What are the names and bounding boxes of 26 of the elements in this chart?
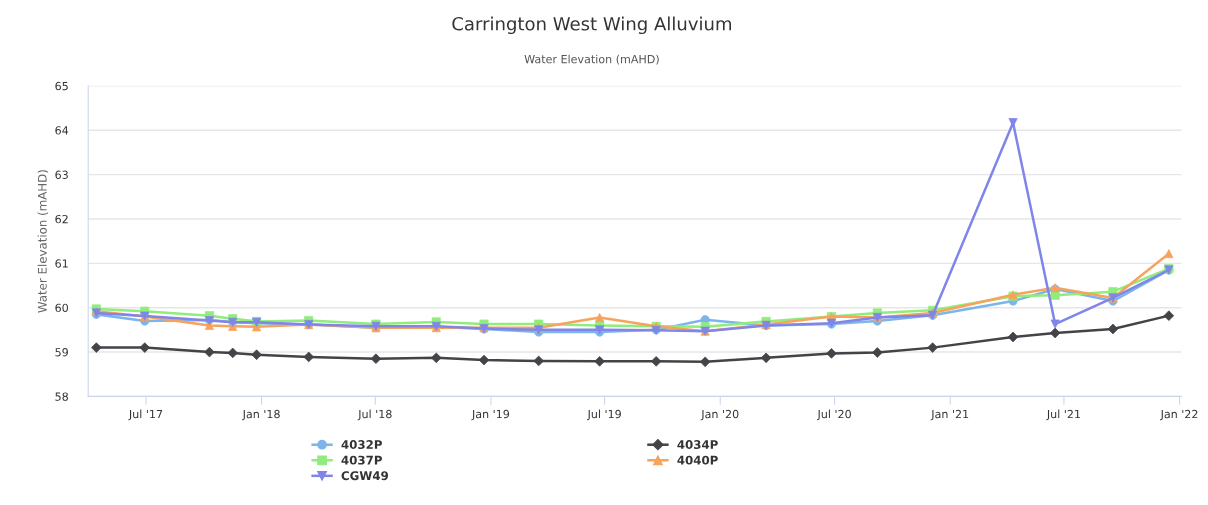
y-tick-label: 61 — [55, 259, 68, 268]
y-tick-label: 62 — [55, 214, 68, 224]
legend-label: 4034P — [677, 440, 718, 450]
x-tick-label: Jul '17 — [128, 409, 163, 421]
y-tick-label: 63 — [55, 170, 68, 179]
y-tick-label: 58 — [55, 392, 68, 401]
x-tick-label: Jan '21 — [930, 409, 969, 421]
legend-label: 4040P — [677, 455, 718, 465]
legend-label: 4037P — [341, 455, 382, 465]
x-tick-label: Jan '22 — [1160, 409, 1198, 421]
x-tick-label: Jul '18 — [357, 409, 392, 421]
chart-title: Carrington West Wing Alluvium — [452, 16, 731, 35]
x-tick-label: Jul '21 — [1046, 409, 1080, 421]
x-tick-label: Jan '20 — [700, 409, 739, 421]
y-tick-label: 65 — [55, 81, 68, 91]
x-tick-label: Jan '19 — [471, 409, 510, 421]
x-tick-label: Jul '19 — [587, 409, 621, 421]
y-tick-label: 59 — [55, 348, 68, 357]
x-tick-label: Jul '20 — [816, 409, 851, 421]
chart-subtitle: Water Elevation (mAHD) — [524, 54, 659, 65]
x-tick-label: Jan '18 — [242, 409, 280, 421]
legend-label: 4032P — [341, 440, 382, 450]
y-tick-label: 60 — [55, 303, 68, 313]
y-axis-title: Water Elevation (mAHD) — [37, 170, 49, 313]
y-tick-label: 64 — [55, 126, 69, 135]
legend-label: CGW49 — [341, 471, 389, 481]
